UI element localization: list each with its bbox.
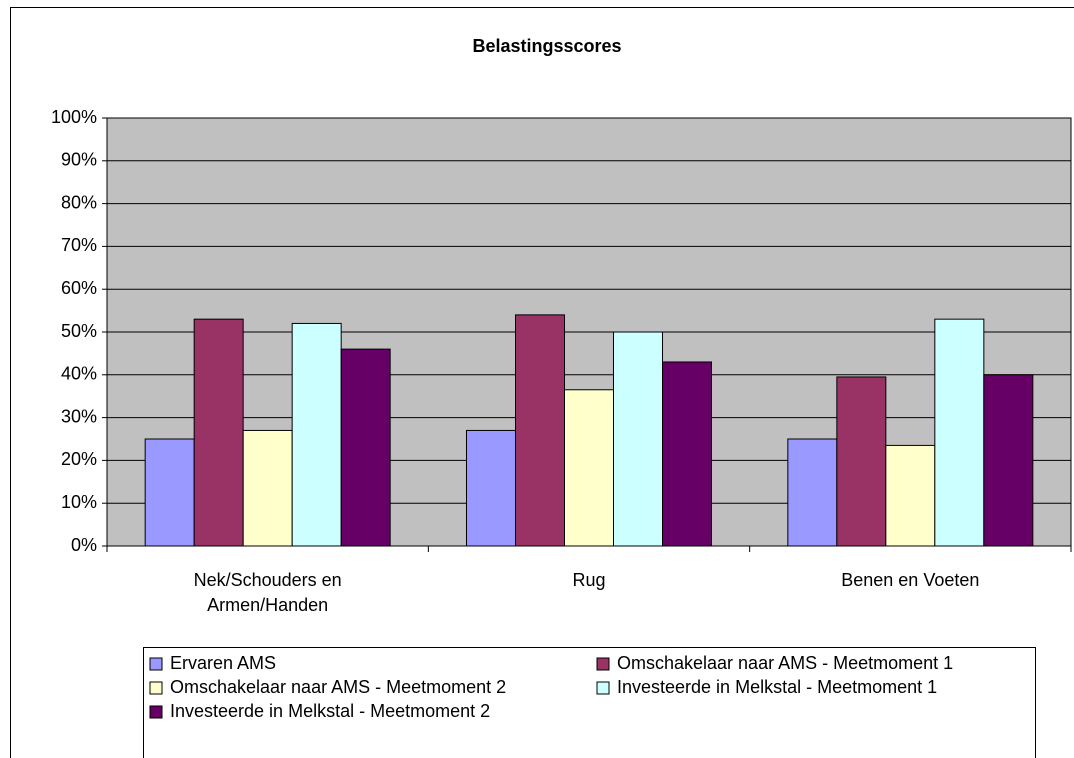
y-tick-label: 10%	[61, 492, 97, 512]
y-tick-label: 70%	[61, 235, 97, 255]
bar	[564, 389, 614, 547]
x-tick-label: Nek/Schouders en Armen/Handen	[193, 570, 342, 615]
bar	[613, 331, 663, 547]
y-tick-label: 30%	[61, 406, 97, 426]
bar	[934, 318, 985, 547]
y-tick-label: 90%	[61, 150, 97, 170]
y-tick-label: 50%	[61, 321, 97, 341]
y-tick-label: 20%	[61, 449, 97, 469]
bar	[193, 318, 244, 547]
bar	[662, 361, 712, 547]
x-tick-label: Benen en Voeten	[841, 570, 980, 590]
y-tick-label: 40%	[61, 364, 97, 384]
bar	[836, 376, 887, 547]
bar	[983, 374, 1034, 547]
legend-label: Omschakelaar naar AMS - Meetmoment 1	[617, 653, 953, 673]
legend-swatch	[596, 657, 610, 671]
y-tick-label: 80%	[61, 192, 97, 212]
legend-box	[143, 647, 1036, 758]
x-tick-label: Rug	[572, 570, 606, 590]
legend-label: Investeerde in Melkstal - Meetmoment 2	[170, 701, 490, 721]
legend-label: Ervaren AMS	[170, 653, 276, 673]
y-tick-label: 0%	[71, 535, 97, 555]
y-tick-label: 100%	[51, 107, 97, 127]
y-tick-label: 60%	[61, 278, 97, 298]
bar	[242, 429, 293, 547]
bar	[340, 348, 391, 547]
bar	[885, 444, 936, 547]
legend-label: Omschakelaar naar AMS - Meetmoment 2	[170, 677, 506, 697]
bar	[787, 438, 838, 547]
legend-swatch	[596, 681, 610, 695]
bar	[144, 438, 195, 547]
bar	[515, 314, 565, 547]
bar	[466, 429, 516, 547]
bar	[291, 322, 342, 547]
legend-swatch	[149, 657, 163, 671]
legend-swatch	[149, 681, 163, 695]
legend-swatch	[149, 705, 163, 719]
chart-title: Belastingsscores	[472, 36, 621, 56]
legend-label: Investeerde in Melkstal - Meetmoment 1	[617, 677, 937, 697]
